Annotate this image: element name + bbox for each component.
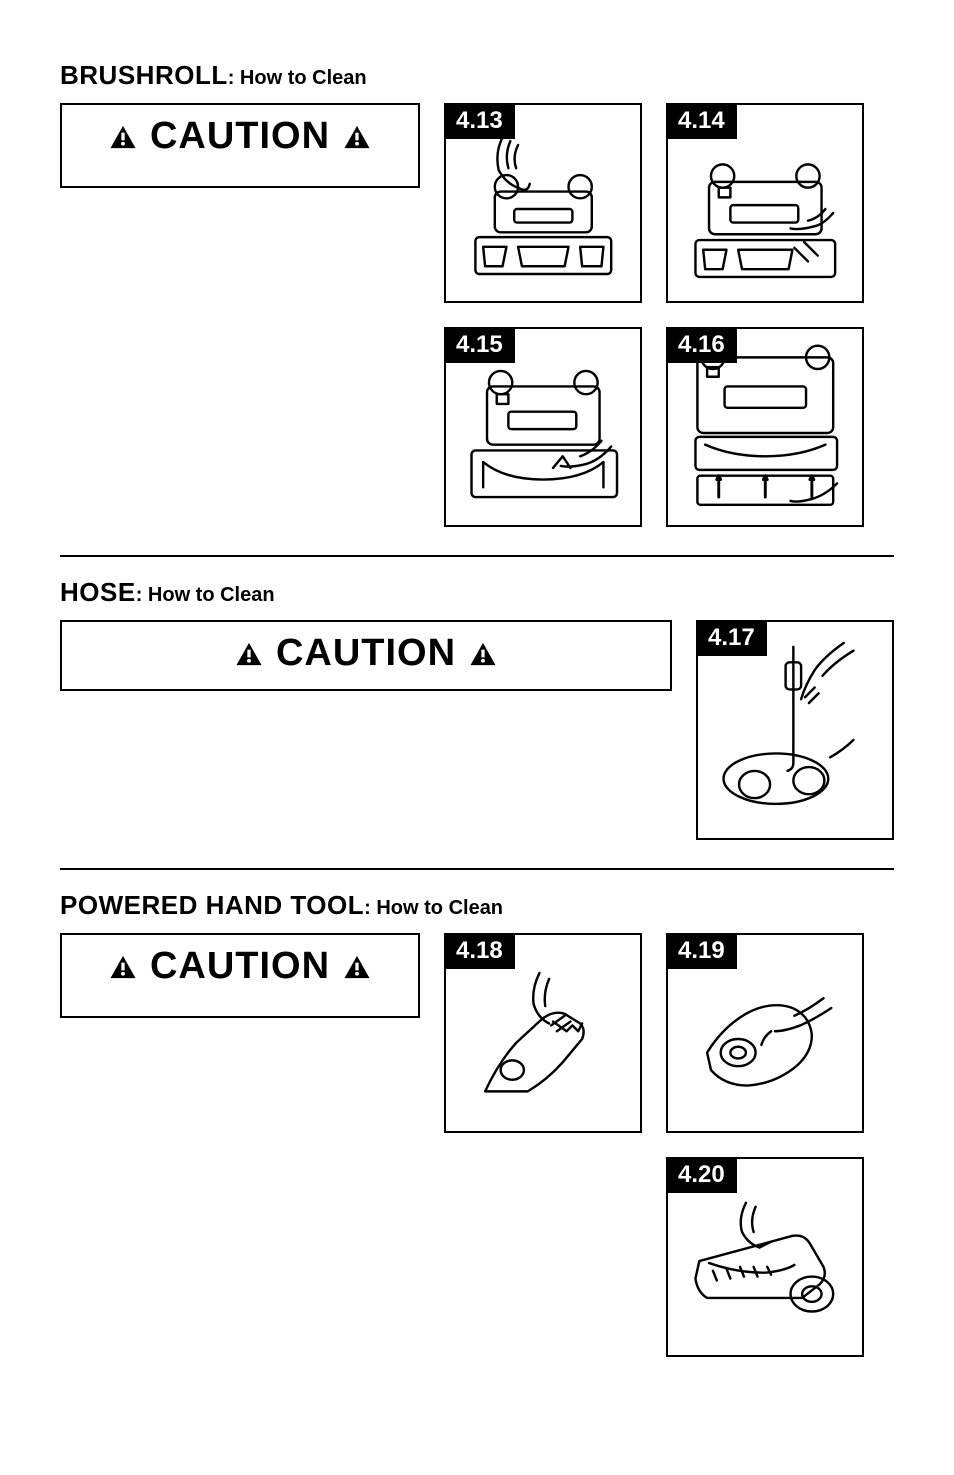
figure-label: 4.14 (666, 103, 737, 139)
figure-4-13-illustration (456, 115, 631, 291)
brushroll-title-sub: : How to Clean (228, 67, 367, 89)
brushroll-caution-box: CAUTION (60, 103, 420, 188)
figure-label: 4.19 (666, 933, 737, 969)
handtool-caution-text: CAUTION (150, 945, 330, 988)
figure-4-13: 4.13 (444, 103, 642, 303)
figure-label: 4.13 (444, 103, 515, 139)
figure-4-15-illustration (456, 339, 631, 515)
hose-title-sub: : How to Clean (136, 584, 275, 606)
figure-label: 4.16 (666, 327, 737, 363)
handtool-title-bold: POWERED HAND TOOL (60, 890, 364, 920)
figure-4-17: 4.17 (696, 620, 894, 840)
warning-icon (342, 124, 372, 150)
hose-title-bold: HOSE (60, 577, 136, 607)
figure-4-17-illustration (708, 633, 883, 827)
warning-icon (342, 954, 372, 980)
figure-label: 4.15 (444, 327, 515, 363)
warning-icon (108, 124, 138, 150)
figure-label: 4.20 (666, 1157, 737, 1193)
handtool-caution-box: CAUTION (60, 933, 420, 1018)
warning-icon (108, 954, 138, 980)
figure-label: 4.18 (444, 933, 515, 969)
hose-caution-text: CAUTION (276, 632, 456, 675)
brushroll-title: BRUSHROLL: How to Clean (60, 60, 894, 91)
divider (60, 868, 894, 870)
figure-4-19-illustration (678, 945, 853, 1121)
figure-4-20: 4.20 (666, 1157, 864, 1357)
handtool-title-sub: : How to Clean (364, 897, 503, 919)
figure-4-14-illustration (678, 115, 853, 291)
brushroll-title-bold: BRUSHROLL (60, 60, 228, 90)
figure-4-18-illustration (456, 945, 631, 1121)
figure-4-16-illustration (678, 339, 853, 515)
warning-icon (234, 641, 264, 667)
figure-4-19: 4.19 (666, 933, 864, 1133)
figure-4-15: 4.15 (444, 327, 642, 527)
figure-4-16: 4.16 (666, 327, 864, 527)
figure-4-18: 4.18 (444, 933, 642, 1133)
brushroll-caution-text: CAUTION (150, 115, 330, 158)
figure-label: 4.17 (696, 620, 767, 656)
figure-4-20-illustration (678, 1169, 853, 1345)
divider (60, 555, 894, 557)
handtool-title: POWERED HAND TOOL: How to Clean (60, 890, 894, 921)
warning-icon (468, 641, 498, 667)
figure-4-14: 4.14 (666, 103, 864, 303)
hose-caution-box: CAUTION (60, 620, 672, 691)
hose-title: HOSE: How to Clean (60, 577, 894, 608)
